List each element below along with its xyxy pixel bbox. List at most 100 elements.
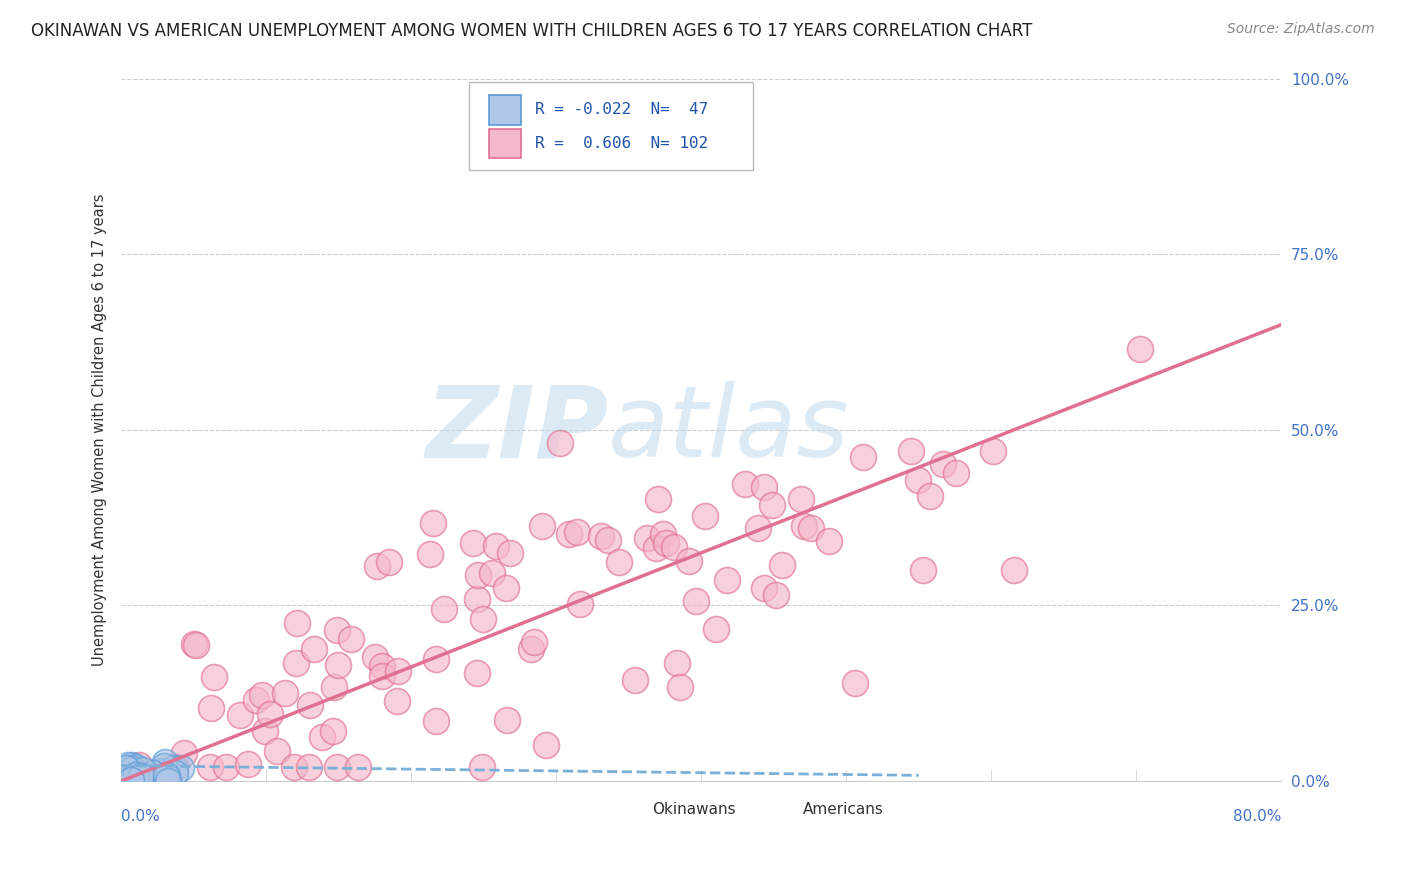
Point	[433, 602, 456, 616]
Point	[607, 556, 630, 570]
Point	[568, 597, 591, 611]
Point	[706, 623, 728, 637]
Point	[299, 698, 322, 712]
Point	[591, 529, 613, 543]
Point	[747, 521, 769, 535]
Point	[117, 766, 139, 780]
Point	[253, 723, 276, 738]
Point	[793, 519, 815, 533]
FancyBboxPatch shape	[470, 82, 754, 170]
Point	[346, 760, 368, 774]
Point	[114, 772, 136, 786]
Point	[912, 563, 935, 577]
Point	[678, 554, 700, 568]
Point	[844, 675, 866, 690]
Point	[170, 761, 193, 775]
Point	[385, 693, 408, 707]
FancyBboxPatch shape	[759, 799, 792, 820]
Point	[266, 744, 288, 758]
Point	[366, 558, 388, 573]
Text: 80.0%: 80.0%	[1233, 809, 1281, 824]
Point	[983, 444, 1005, 458]
Point	[138, 772, 160, 787]
Text: Source: ZipAtlas.com: Source: ZipAtlas.com	[1227, 22, 1375, 37]
Point	[302, 641, 325, 656]
Point	[425, 652, 447, 666]
Point	[531, 519, 554, 533]
Point	[765, 588, 787, 602]
Point	[250, 688, 273, 702]
Point	[523, 635, 546, 649]
Text: atlas: atlas	[609, 382, 851, 478]
Point	[124, 768, 146, 782]
Point	[485, 539, 508, 553]
Text: OKINAWAN VS AMERICAN UNEMPLOYMENT AMONG WOMEN WITH CHILDREN AGES 6 TO 17 YEARS C: OKINAWAN VS AMERICAN UNEMPLOYMENT AMONG …	[31, 22, 1032, 40]
Point	[471, 760, 494, 774]
Point	[716, 573, 738, 587]
Point	[495, 714, 517, 728]
Point	[378, 555, 401, 569]
Point	[425, 714, 447, 728]
Point	[322, 724, 344, 739]
Point	[115, 761, 138, 775]
Point	[153, 759, 176, 773]
Text: R =  0.606  N= 102: R = 0.606 N= 102	[536, 136, 709, 151]
Point	[259, 706, 281, 721]
Point	[129, 769, 152, 783]
Point	[129, 768, 152, 782]
Point	[148, 773, 170, 788]
Point	[283, 760, 305, 774]
Point	[117, 771, 139, 785]
Point	[647, 491, 669, 506]
Text: 0.0%: 0.0%	[121, 809, 160, 824]
Point	[499, 546, 522, 560]
Point	[131, 772, 153, 786]
Point	[387, 664, 409, 678]
Point	[298, 760, 321, 774]
Point	[852, 450, 875, 464]
Point	[200, 701, 222, 715]
Point	[467, 567, 489, 582]
Point	[907, 473, 929, 487]
Point	[155, 755, 177, 769]
Point	[695, 508, 717, 523]
Point	[117, 758, 139, 772]
Point	[111, 770, 134, 784]
Point	[932, 457, 955, 471]
Point	[136, 772, 159, 786]
Point	[142, 766, 165, 780]
Point	[114, 771, 136, 785]
Point	[132, 763, 155, 777]
Point	[124, 764, 146, 778]
Text: R = -0.022  N=  47: R = -0.022 N= 47	[536, 103, 709, 118]
Point	[520, 641, 543, 656]
Point	[148, 772, 170, 787]
Point	[121, 758, 143, 772]
Point	[163, 760, 186, 774]
FancyBboxPatch shape	[489, 128, 522, 158]
Point	[645, 541, 668, 555]
Point	[110, 772, 132, 786]
Point	[285, 616, 308, 631]
Point	[754, 581, 776, 595]
Point	[127, 770, 149, 784]
Point	[285, 656, 308, 670]
Point	[128, 771, 150, 785]
Point	[463, 535, 485, 549]
Point	[121, 762, 143, 776]
Point	[945, 466, 967, 480]
Point	[245, 693, 267, 707]
Point	[669, 680, 692, 694]
Point	[125, 768, 148, 782]
Point	[128, 758, 150, 772]
Point	[652, 526, 675, 541]
Point	[363, 650, 385, 665]
Point	[311, 730, 333, 744]
Point	[326, 623, 349, 637]
Point	[322, 680, 344, 694]
Point	[558, 527, 581, 541]
FancyBboxPatch shape	[609, 799, 641, 820]
Text: ZIP: ZIP	[426, 382, 609, 478]
Point	[118, 772, 141, 786]
Point	[761, 498, 783, 512]
